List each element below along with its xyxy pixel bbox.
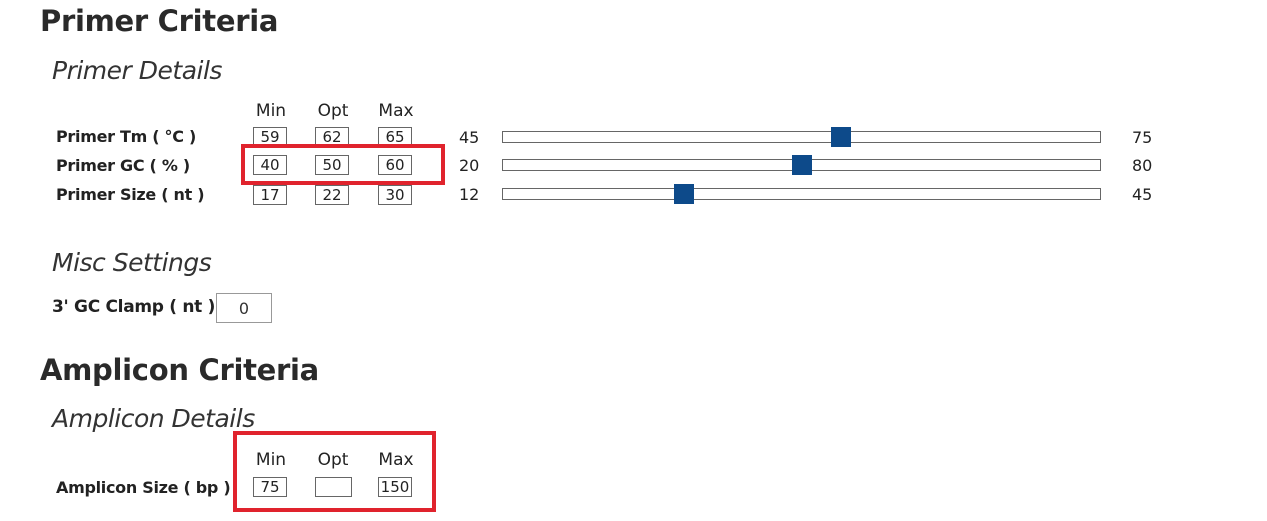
amplicon-col-min: Min	[255, 450, 287, 470]
primer-size-opt-input[interactable]	[315, 185, 349, 205]
primer-gc-slider[interactable]	[502, 155, 1101, 175]
primer-tm-slider-max-label: 75	[1132, 128, 1153, 147]
primer-col-opt: Opt	[317, 101, 349, 121]
primer-tm-label: Primer Tm ( °C )	[56, 127, 196, 146]
primer-size-label: Primer Size ( nt )	[56, 185, 205, 204]
primer-size-slider-min-label: 12	[459, 185, 480, 204]
primer-details-heading: Primer Details	[52, 56, 222, 85]
primer-col-max: Max	[378, 101, 414, 121]
primer-tm-slider[interactable]	[502, 127, 1101, 147]
primer-size-slider-max-label: 45	[1132, 185, 1153, 204]
primer-gc-slider-min-label: 20	[459, 156, 480, 175]
amplicon-col-opt: Opt	[317, 450, 349, 470]
amplicon-size-label: Amplicon Size ( bp )	[56, 478, 231, 497]
amplicon-criteria-heading: Amplicon Criteria	[40, 353, 319, 387]
gc-row-highlight	[241, 144, 445, 185]
primer-tm-slider-min-label: 45	[459, 128, 480, 147]
amplicon-size-opt-input[interactable]	[315, 477, 352, 497]
primer-size-min-input[interactable]	[253, 185, 287, 205]
primer-size-slider-thumb[interactable]	[673, 184, 694, 204]
primer-col-min: Min	[255, 101, 287, 121]
amplicon-size-highlight	[233, 431, 436, 512]
amplicon-size-min-input[interactable]	[253, 477, 287, 497]
primer-size-max-input[interactable]	[378, 185, 412, 205]
primer-size-slider[interactable]	[502, 184, 1101, 204]
primer-gc-max-input[interactable]	[378, 155, 412, 175]
primer-gc-min-input[interactable]	[253, 155, 287, 175]
amplicon-col-max: Max	[378, 450, 414, 470]
misc-settings-heading: Misc Settings	[52, 248, 212, 277]
primer-tm-min-input[interactable]	[253, 127, 287, 147]
primer-gc-slider-thumb[interactable]	[791, 155, 812, 175]
primer-tm-slider-thumb[interactable]	[831, 127, 852, 147]
primer-gc-label: Primer GC ( % )	[56, 156, 190, 175]
primer-gc-opt-input[interactable]	[315, 155, 349, 175]
gc-clamp-input[interactable]	[216, 293, 272, 323]
primer-gc-slider-max-label: 80	[1132, 156, 1153, 175]
primer-criteria-heading: Primer Criteria	[40, 4, 279, 38]
amplicon-size-max-input[interactable]	[378, 477, 412, 497]
gc-clamp-label: 3' GC Clamp ( nt )	[52, 297, 216, 317]
amplicon-details-heading: Amplicon Details	[52, 404, 255, 433]
